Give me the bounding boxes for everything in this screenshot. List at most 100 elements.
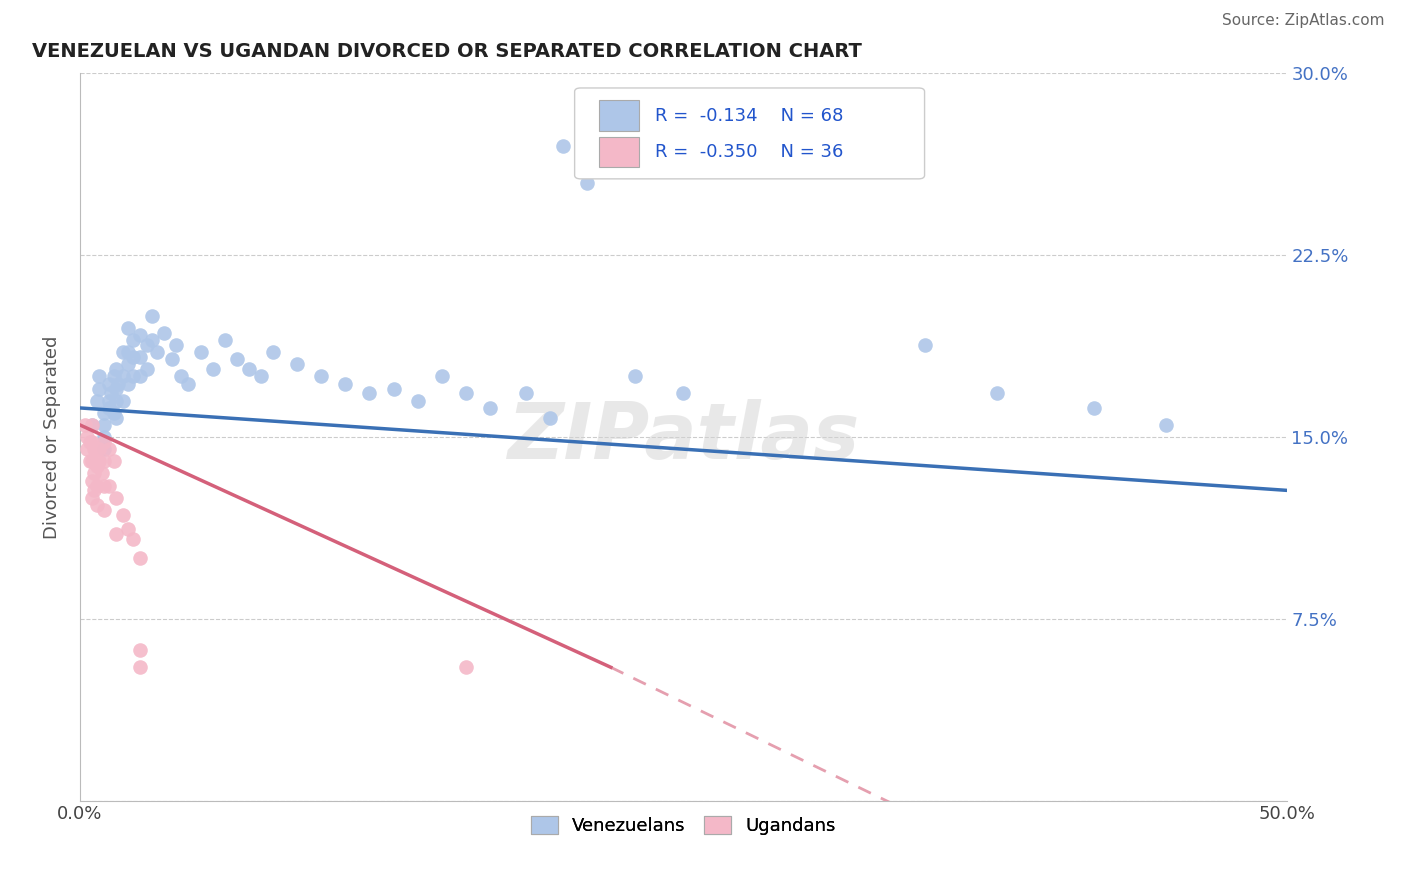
FancyBboxPatch shape	[575, 88, 925, 179]
Point	[129, 350, 152, 364]
Point	[129, 660, 152, 674]
Point	[170, 369, 193, 384]
Point	[105, 393, 128, 408]
Point	[80, 434, 103, 449]
Point	[190, 345, 212, 359]
Point	[100, 386, 122, 401]
Point	[672, 386, 695, 401]
Point	[93, 430, 115, 444]
Point	[153, 326, 176, 340]
Y-axis label: Divorced or Separated: Divorced or Separated	[44, 335, 60, 539]
Point	[250, 369, 273, 384]
Point	[103, 454, 125, 468]
Point	[112, 393, 135, 408]
Point	[430, 369, 453, 384]
Point	[86, 478, 108, 492]
Point	[97, 401, 120, 415]
Point	[122, 532, 145, 546]
Point	[146, 345, 169, 359]
Point	[89, 454, 111, 468]
Point	[112, 508, 135, 522]
Point	[986, 386, 1008, 401]
Point	[89, 369, 111, 384]
Point	[97, 376, 120, 391]
Point	[122, 350, 145, 364]
Point	[141, 333, 163, 347]
Bar	[599, 136, 638, 167]
Point	[80, 474, 103, 488]
Point	[93, 442, 115, 457]
Point	[79, 454, 101, 468]
Point	[105, 362, 128, 376]
Point	[76, 430, 98, 444]
Point	[129, 551, 152, 566]
Point	[515, 386, 537, 401]
Point	[136, 338, 159, 352]
Legend: Venezuelans, Ugandans: Venezuelans, Ugandans	[523, 809, 844, 843]
Point	[624, 369, 647, 384]
Point	[479, 401, 502, 415]
Point	[285, 357, 308, 371]
Point	[117, 522, 139, 536]
Point	[914, 338, 936, 352]
Point	[1083, 401, 1105, 415]
Point	[80, 491, 103, 505]
Point	[103, 369, 125, 384]
Point	[83, 442, 105, 457]
Point	[117, 376, 139, 391]
Point	[80, 454, 103, 468]
Text: ZIPatlas: ZIPatlas	[508, 399, 859, 475]
Point	[117, 357, 139, 371]
Point	[76, 442, 98, 457]
Point	[93, 502, 115, 516]
Point	[262, 345, 284, 359]
Point	[117, 321, 139, 335]
Point	[93, 454, 115, 468]
Point	[382, 382, 405, 396]
Point	[97, 478, 120, 492]
Point	[105, 382, 128, 396]
Point	[454, 660, 477, 674]
Point	[80, 417, 103, 432]
Point	[105, 527, 128, 541]
Point	[112, 345, 135, 359]
Point	[309, 369, 332, 384]
Point	[105, 410, 128, 425]
Point	[83, 483, 105, 498]
Text: VENEZUELAN VS UGANDAN DIVORCED OR SEPARATED CORRELATION CHART: VENEZUELAN VS UGANDAN DIVORCED OR SEPARA…	[31, 42, 862, 61]
Point	[122, 369, 145, 384]
Point	[86, 393, 108, 408]
Point	[551, 139, 574, 153]
Bar	[599, 100, 638, 131]
Point	[97, 442, 120, 457]
Point	[238, 362, 260, 376]
Text: R =  -0.134    N = 68: R = -0.134 N = 68	[655, 107, 844, 125]
Point	[86, 498, 108, 512]
Point	[103, 406, 125, 420]
Point	[93, 406, 115, 420]
Point	[575, 176, 598, 190]
Point	[214, 333, 236, 347]
Point	[112, 369, 135, 384]
Point	[406, 393, 429, 408]
Point	[129, 643, 152, 657]
Point	[79, 434, 101, 449]
Point	[89, 442, 111, 457]
Point	[136, 362, 159, 376]
Point	[80, 417, 103, 432]
Point	[83, 467, 105, 481]
Point	[93, 478, 115, 492]
Text: Source: ZipAtlas.com: Source: ZipAtlas.com	[1222, 13, 1385, 29]
Point	[454, 386, 477, 401]
Point	[335, 376, 357, 391]
Point	[73, 417, 96, 432]
Point	[89, 382, 111, 396]
Point	[93, 417, 115, 432]
Point	[177, 376, 200, 391]
Point	[1154, 417, 1177, 432]
Point	[117, 345, 139, 359]
Point	[90, 467, 112, 481]
Point	[129, 369, 152, 384]
Point	[86, 442, 108, 457]
Point	[540, 410, 562, 425]
